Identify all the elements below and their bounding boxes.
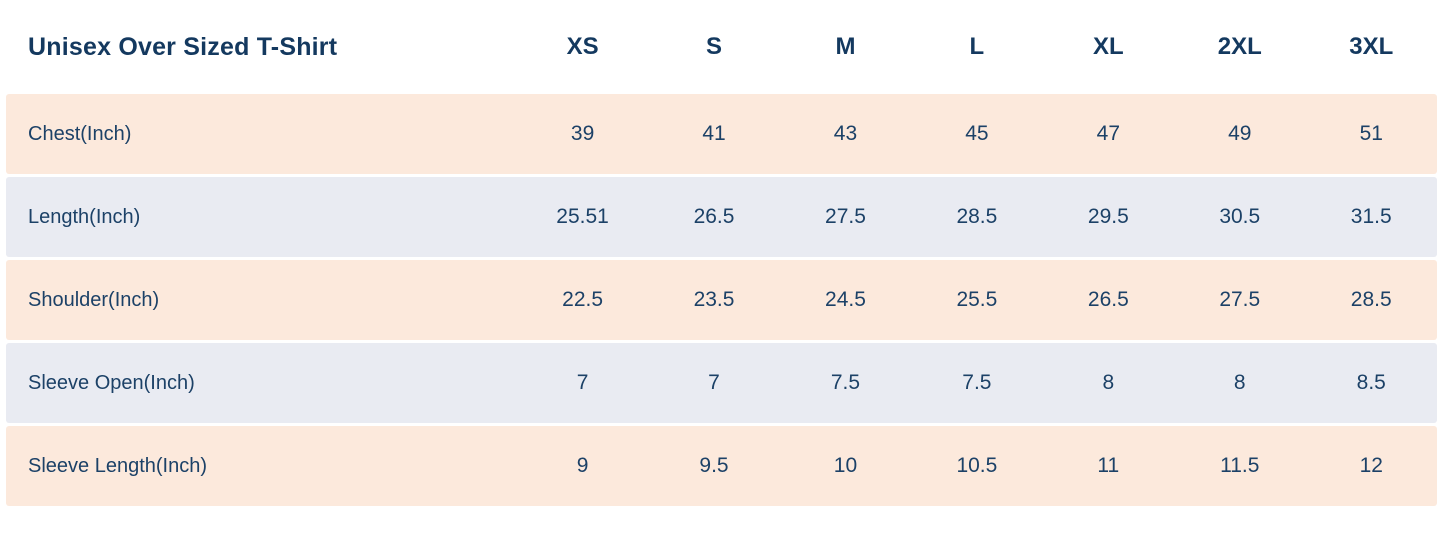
value-cell: 22.5	[516, 260, 649, 340]
row-label: Chest(Inch)	[6, 94, 517, 174]
value-cell: 8	[1174, 343, 1306, 423]
value-cell: 25.5	[911, 260, 1043, 340]
value-cell: 24.5	[779, 260, 912, 340]
value-cell: 27.5	[779, 177, 912, 257]
column-header-l: L	[969, 33, 985, 60]
row-label: Sleeve Open(Inch)	[6, 343, 517, 423]
value-cell: 26.5	[1042, 260, 1175, 340]
table-row: Sleeve Length(Inch) 9 9.5 10 10.5 11 11.5 12	[6, 426, 1437, 506]
value-cell: 11	[1042, 426, 1175, 506]
value-cell: 28.5	[1305, 260, 1437, 340]
value-cell: 11.5	[1174, 426, 1306, 506]
value-cell: 31.5	[1305, 177, 1437, 257]
row-label: Sleeve Length(Inch)	[6, 426, 517, 506]
value-cell: 10.5	[911, 426, 1043, 506]
value-cell: 45	[911, 94, 1043, 174]
row-label: Length(Inch)	[6, 177, 517, 257]
column-header-3xl: 3XL	[1349, 33, 1394, 60]
value-cell: 39	[516, 94, 649, 174]
column-header-2xl: 2XL	[1217, 33, 1262, 60]
value-cell: 10	[779, 426, 912, 506]
value-cell: 27.5	[1174, 260, 1306, 340]
value-cell: 29.5	[1042, 177, 1175, 257]
table-row: Length(Inch) 25.51 26.5 27.5 28.5 29.5 30.5 31.…	[6, 177, 1437, 257]
value-cell: 7	[516, 343, 649, 423]
value-cell: 47	[1042, 94, 1175, 174]
chart-title: Unisex Over Sized T-Shirt	[28, 32, 338, 61]
value-cell: 8	[1042, 343, 1175, 423]
table-body: Chest(Inch) 39 41 43 45 47 49 51 Length(Inch) 25.…	[6, 94, 1437, 506]
value-cell: 26.5	[648, 177, 780, 257]
value-cell: 30.5	[1174, 177, 1306, 257]
table-row: Shoulder(Inch) 22.5 23.5 24.5 25.5 26.5 27.5 28…	[6, 260, 1437, 340]
size-chart-table: Unisex Over Sized T-Shirt XS S M L XL 2XL 3XL …	[6, 0, 1437, 509]
column-header-xs: XS	[566, 33, 599, 60]
value-cell: 8.5	[1305, 343, 1437, 423]
value-cell: 23.5	[648, 260, 780, 340]
value-cell: 7.5	[911, 343, 1043, 423]
value-cell: 25.51	[516, 177, 649, 257]
value-cell: 51	[1305, 94, 1437, 174]
value-cell: 49	[1174, 94, 1306, 174]
row-label: Shoulder(Inch)	[6, 260, 517, 340]
value-cell: 9	[516, 426, 649, 506]
value-cell: 43	[779, 94, 912, 174]
value-cell: 12	[1305, 426, 1437, 506]
value-cell: 28.5	[911, 177, 1043, 257]
size-chart: Unisex Over Sized T-Shirt XS S M L XL 2XL 3XL …	[6, 0, 1437, 509]
value-cell: 41	[648, 94, 780, 174]
value-cell: 7	[648, 343, 780, 423]
table-row: Chest(Inch) 39 41 43 45 47 49 51	[6, 94, 1437, 174]
value-cell: 9.5	[648, 426, 780, 506]
column-header-xl: XL	[1092, 33, 1124, 60]
value-cell: 7.5	[779, 343, 912, 423]
header-row: Unisex Over Sized T-Shirt XS S M L XL 2XL 3XL	[6, 3, 1437, 91]
table-row: Sleeve Open(Inch) 7 7 7.5 7.5 8 8 8.5	[6, 343, 1437, 423]
column-header-m: M	[835, 33, 856, 60]
column-header-s: S	[706, 33, 723, 60]
